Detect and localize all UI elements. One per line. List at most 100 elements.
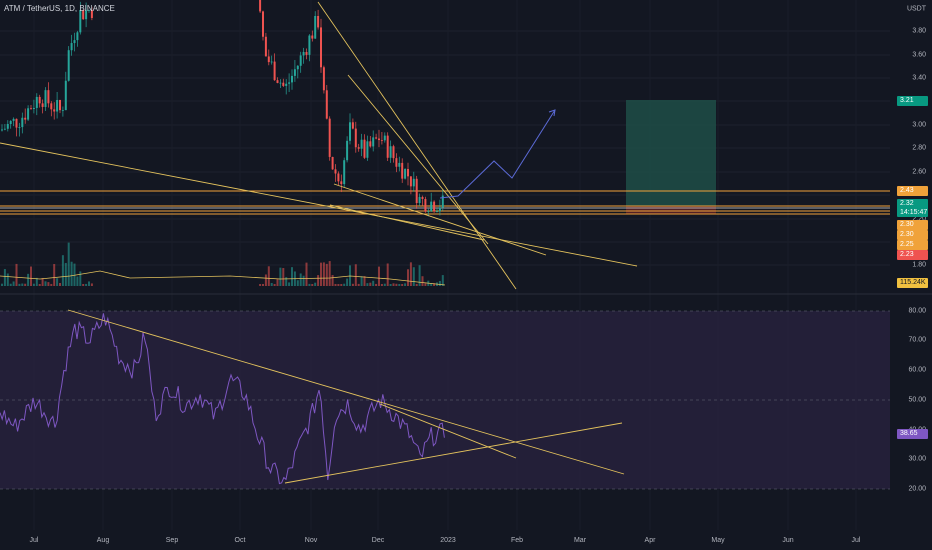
volume-bar: [322, 262, 325, 286]
volume-bar: [366, 283, 369, 286]
candle-body: [363, 139, 366, 158]
time-axis-label: Jun: [782, 537, 794, 544]
volume-bar: [331, 275, 334, 286]
trendlines[interactable]: [0, 1, 638, 290]
symbol-name: ATM / TetherUS: [4, 4, 61, 13]
volume-bar: [276, 279, 279, 286]
price-tick: 2.60: [912, 168, 926, 176]
candle-body: [3, 128, 6, 130]
candle-body: [320, 27, 322, 68]
price-tick: 2.20: [912, 215, 926, 223]
volume-bar: [401, 284, 404, 286]
volume-bar: [389, 283, 392, 286]
candle-body: [346, 140, 349, 161]
volume-bar: [288, 282, 291, 286]
volume-bar: [441, 275, 444, 286]
candle-body: [41, 103, 44, 107]
candle-body: [412, 178, 415, 187]
rsi-trendlines[interactable]: [67, 309, 625, 484]
candle-body: [291, 75, 293, 83]
volume-bar: [340, 283, 343, 286]
volume-bar: [291, 267, 293, 286]
volume-bar: [328, 261, 331, 286]
candle-body: [1, 129, 3, 131]
candle-body: [392, 146, 395, 159]
volume-bar: [430, 283, 433, 286]
candle-body: [21, 117, 24, 128]
rsi-line: [0, 313, 445, 485]
rsi-tick: 60.00: [908, 366, 926, 374]
candle-body: [317, 15, 320, 28]
time-axis-label: Dec: [371, 537, 385, 544]
volume-bar: [421, 276, 424, 286]
volume-bar: [407, 269, 409, 286]
candle-body: [82, 9, 85, 20]
volume-bar: [351, 283, 354, 286]
time-axis-label: Sep: [165, 537, 179, 544]
time-axis-label: Nov: [304, 537, 318, 544]
long-profit-zone: [626, 100, 716, 206]
rsi-tick: 80.00: [908, 307, 926, 315]
price-tick: 1.80: [912, 261, 926, 269]
candle-body: [421, 196, 424, 199]
horizontal-lines[interactable]: [0, 190, 890, 215]
volume-bar: [41, 278, 44, 286]
candle-body: [64, 80, 67, 111]
volume-bar: [64, 262, 67, 286]
candle-body: [270, 61, 273, 63]
candle-body: [386, 135, 389, 158]
candle-body: [389, 146, 392, 158]
volume-bar: [82, 283, 85, 286]
rsi-trendline-lower: [284, 422, 623, 484]
symbol-exchange: BINANCE: [79, 4, 115, 13]
volume-bar: [24, 283, 27, 286]
volume-bar: [259, 284, 262, 286]
volume-bar: [267, 266, 270, 286]
volume-bar: [311, 283, 314, 286]
volume-bar: [270, 282, 273, 286]
volume-bar: [314, 282, 317, 286]
candle-body: [308, 35, 311, 55]
volume-bar: [90, 283, 93, 286]
volume-bar: [369, 282, 372, 286]
candle-body: [325, 90, 328, 119]
candle-body: [331, 156, 334, 170]
volume-bar: [21, 283, 24, 286]
candle-body: [273, 61, 276, 81]
volume-bar: [415, 283, 418, 286]
volume-bar: [85, 283, 88, 286]
volume-bar: [372, 280, 375, 286]
volume-bar: [395, 283, 398, 286]
volume-bar: [337, 283, 340, 286]
time-axis-label: Oct: [234, 537, 246, 544]
candle-body: [73, 40, 76, 44]
candle-body: [357, 147, 360, 149]
candle-body: [436, 211, 438, 212]
candle-body: [337, 173, 340, 182]
candle-body: [267, 56, 270, 63]
rsi-tick: 70.00: [908, 336, 926, 344]
symbol-title[interactable]: ATM / TetherUS, 1D, BINANCE: [4, 4, 115, 13]
volume-bar: [30, 266, 32, 286]
candle-body: [9, 120, 12, 125]
volume-bar: [38, 283, 41, 286]
long-position-tool[interactable]: [626, 100, 716, 214]
candle-body: [285, 83, 288, 86]
candle-body: [279, 82, 282, 84]
rsi-trendline-upper: [67, 309, 625, 475]
candle-body: [32, 107, 35, 110]
volume-bar: [320, 262, 322, 286]
candle-body: [296, 65, 299, 70]
candle-body: [398, 162, 401, 167]
wedge-lower-2: [329, 204, 485, 241]
candle-body: [76, 32, 79, 41]
candle-body: [12, 118, 15, 121]
price-projection-path[interactable]: [439, 109, 556, 199]
candle-body: [380, 140, 383, 141]
candle-body: [311, 35, 314, 39]
volume-bar: [412, 267, 415, 286]
candle-body: [282, 82, 285, 86]
volume-bar: [378, 266, 380, 286]
price-tick: 3.40: [912, 74, 926, 82]
